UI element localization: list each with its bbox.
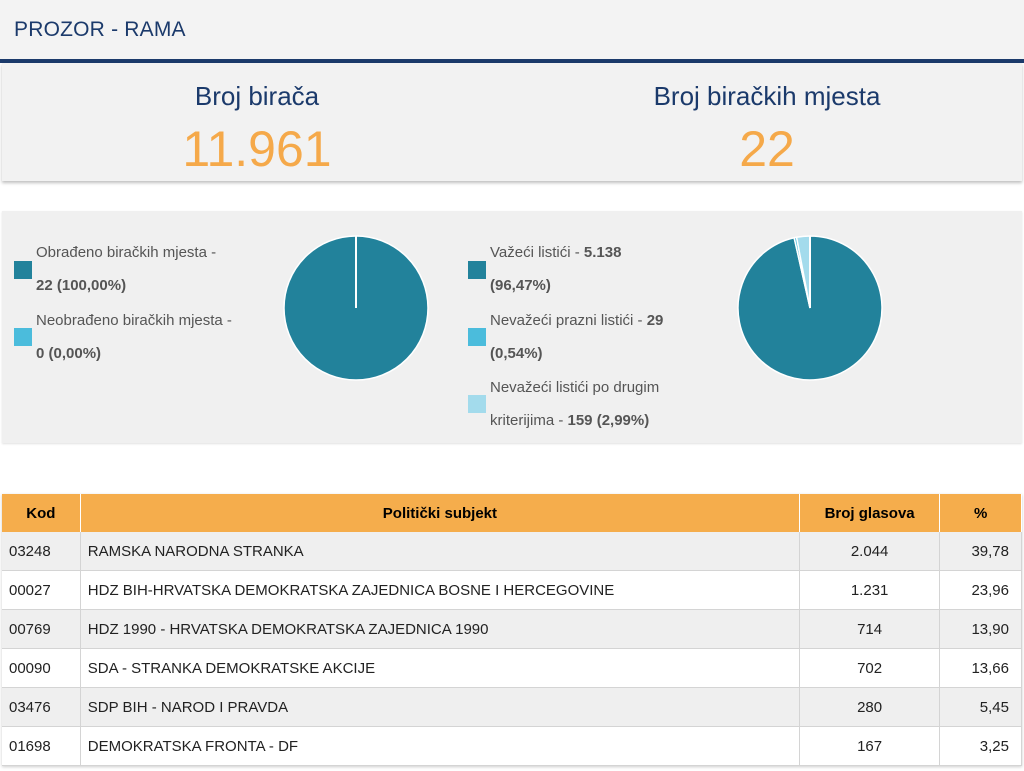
voters-value: 11.961 — [182, 121, 332, 177]
legend-label-valid: Važeći listići - — [490, 244, 584, 261]
column-header-kod[interactable]: Kod — [2, 494, 81, 532]
stats-panel: Broj birača 11.961 Broj biračkih mjesta … — [2, 63, 1022, 181]
legend-swatch-invalid-other — [468, 395, 486, 413]
legend-value-invalid-other: 159 (2,99%) — [567, 412, 650, 429]
cell-votes: 1.231 — [799, 570, 941, 610]
cell-pct: 13,90 — [939, 609, 1022, 649]
table-row: 01698 DEMOKRATSKA FRONTA - DF 167 3,25 — [2, 726, 1022, 766]
legend-pct-valid: (96,47%) — [490, 277, 551, 294]
cell-subject: HDZ 1990 - HRVATSKA DEMOKRATSKA ZAJEDNIC… — [80, 609, 801, 649]
page-header: PROZOR - RAMA — [0, 0, 1024, 63]
column-header-votes[interactable]: Broj glasova — [799, 494, 941, 532]
cell-kod: 01698 — [2, 726, 81, 766]
table-row: 00769 HDZ 1990 - HRVATSKA DEMOKRATSKA ZA… — [2, 609, 1022, 649]
legend-swatch-unprocessed — [14, 328, 32, 346]
legend-label2-invalid-other: kriterijima - — [490, 412, 568, 429]
legend-value-processed: 22 (100,00%) — [36, 277, 127, 294]
cell-pct: 3,25 — [939, 726, 1022, 766]
cell-subject: RAMSKA NARODNA STRANKA — [80, 532, 801, 571]
legend-label-unprocessed: Neobrađeno biračkih mjesta - — [36, 312, 232, 329]
cell-pct: 5,45 — [939, 687, 1022, 727]
legend-label-invalid-other: Nevažeći listići po drugim — [490, 379, 660, 396]
results-table: Kod Politički subjekt Broj glasova % 032… — [2, 494, 1022, 766]
cell-kod: 00090 — [2, 648, 81, 688]
legend-pct-invalid-blank: (0,54%) — [490, 345, 543, 362]
legend-swatch-valid — [468, 261, 486, 279]
table-row: 03476 SDP BIH - NAROD I PRAVDA 280 5,45 — [2, 687, 1022, 727]
legend-swatch-invalid-blank — [468, 328, 486, 346]
cell-votes: 702 — [799, 648, 941, 688]
stations-stat: Broj biračkih mjesta 22 — [512, 63, 1022, 178]
legend-label-invalid-blank: Nevažeći prazni listići - — [490, 312, 647, 329]
column-header-pct[interactable]: % — [939, 494, 1022, 532]
column-header-subject[interactable]: Politički subjekt — [80, 494, 801, 532]
cell-votes: 167 — [799, 726, 941, 766]
cell-subject: SDA - STRANKA DEMOKRATSKE AKCIJE — [80, 648, 801, 688]
voters-stat: Broj birača 11.961 — [2, 63, 512, 178]
cell-kod: 00769 — [2, 609, 81, 649]
cell-pct: 23,96 — [939, 570, 1022, 610]
stations-value: 22 — [739, 121, 795, 177]
cell-subject: DEMOKRATSKA FRONTA - DF — [80, 726, 801, 766]
cell-votes: 2.044 — [799, 532, 941, 571]
legend-count-valid: 5.138 — [583, 244, 622, 261]
processed-stations-pie — [283, 235, 429, 381]
cell-pct: 39,78 — [939, 532, 1022, 571]
cell-kod: 00027 — [2, 570, 81, 610]
ballots-pie — [737, 235, 883, 381]
voters-label: Broj birača — [194, 81, 320, 111]
legend-label-processed: Obrađeno biračkih mjesta - — [36, 244, 217, 261]
table-row: 03248 RAMSKA NARODNA STRANKA 2.044 39,78 — [2, 532, 1022, 571]
table-row: 00090 SDA - STRANKA DEMOKRATSKE AKCIJE 7… — [2, 648, 1022, 688]
legend-count-invalid-blank: 29 — [646, 312, 664, 329]
legend-value-unprocessed: 0 (0,00%) — [36, 345, 102, 362]
stations-label: Broj biračkih mjesta — [653, 81, 881, 111]
cell-subject: SDP BIH - NAROD I PRAVDA — [80, 687, 801, 727]
cell-pct: 13,66 — [939, 648, 1022, 688]
table-header-row: Kod Politički subjekt Broj glasova % — [2, 494, 1022, 532]
pie-charts-panel: Obrađeno biračkih mjesta - 22 (100,00%) … — [2, 211, 1022, 443]
cell-kod: 03476 — [2, 687, 81, 727]
table-row: 00027 HDZ BIH-HRVATSKA DEMOKRATSKA ZAJED… — [2, 570, 1022, 610]
cell-votes: 280 — [799, 687, 941, 727]
cell-subject: HDZ BIH-HRVATSKA DEMOKRATSKA ZAJEDNICA B… — [80, 570, 801, 610]
legend-swatch-processed — [14, 261, 32, 279]
page-title: PROZOR - RAMA — [14, 18, 186, 41]
cell-kod: 03248 — [2, 532, 81, 571]
cell-votes: 714 — [799, 609, 941, 649]
header-divider — [0, 59, 1024, 63]
